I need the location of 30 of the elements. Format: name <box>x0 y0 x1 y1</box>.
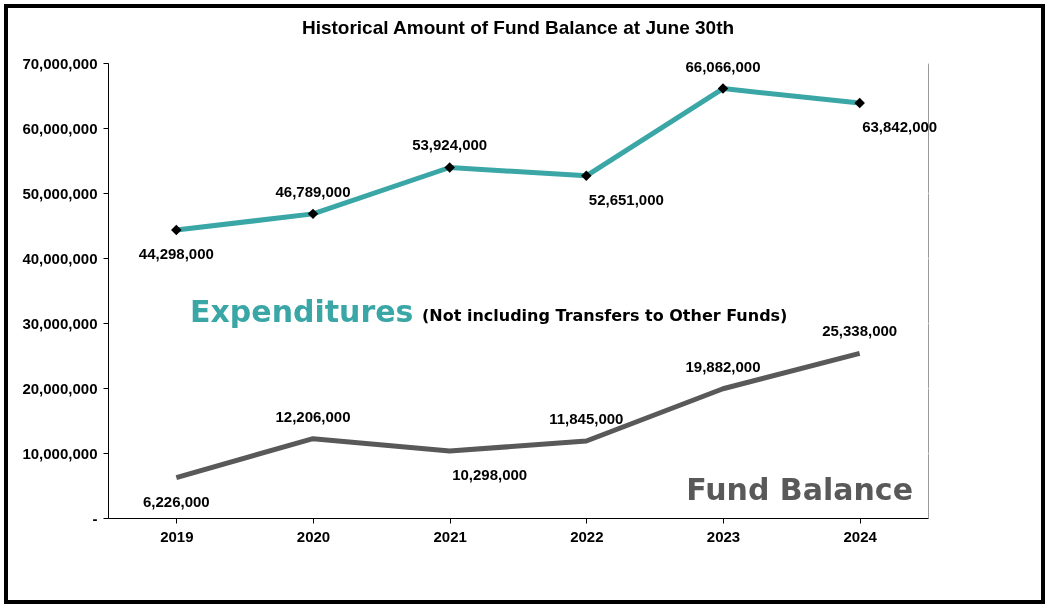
data-label: 46,789,000 <box>275 182 351 200</box>
data-label: 11,845,000 <box>549 410 624 428</box>
y-tick-label: 50,000,000 <box>22 184 98 202</box>
x-tick-label: 2023 <box>706 527 741 545</box>
x-tick-label: 2020 <box>296 527 331 545</box>
x-tick-label: 2021 <box>433 527 467 545</box>
y-tick-label: 20,000,000 <box>22 379 98 397</box>
data-label: 10,298,000 <box>452 466 528 484</box>
text: Fund Balance <box>686 471 913 507</box>
y-tick-label: 10,000,000 <box>22 444 98 462</box>
data-label: 12,206,000 <box>275 407 351 425</box>
x-tick-label: 2022 <box>570 527 604 545</box>
x-tick-label: 2024 <box>843 527 878 545</box>
data-label: 19,882,000 <box>685 357 761 375</box>
text: Expenditures <box>190 294 414 330</box>
data-label: 63,842,000 <box>862 118 938 136</box>
chart-title: Historical Amount of Fund Balance at June 30th <box>301 17 735 38</box>
y-tick-label: 60,000,000 <box>22 119 98 137</box>
data-label: 52,651,000 <box>588 190 664 208</box>
data-label: 53,924,000 <box>412 136 488 154</box>
y-tick-label: 70,000,000 <box>22 54 98 72</box>
y-tick-label: - <box>92 509 98 527</box>
x-tick-label: 2019 <box>160 527 194 545</box>
annotation: (Not including Transfers to Other Funds) <box>422 306 788 326</box>
y-tick-label: 40,000,000 <box>22 249 98 267</box>
data-label: 25,338,000 <box>822 322 898 340</box>
data-label: 6,226,000 <box>142 492 210 510</box>
data-label: 66,066,000 <box>685 57 761 75</box>
y-tick-label: 30,000,000 <box>22 314 98 332</box>
data-label: 44,298,000 <box>138 245 214 263</box>
